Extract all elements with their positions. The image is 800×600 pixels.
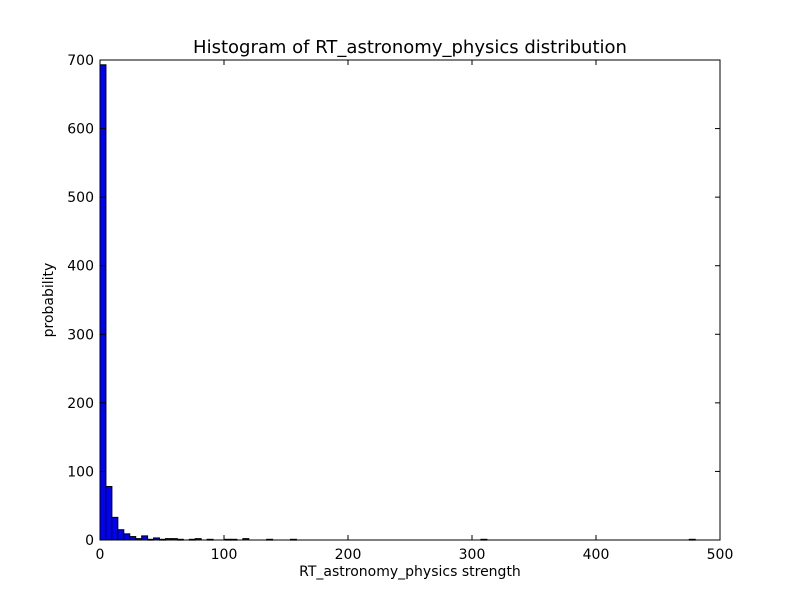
histogram-bar [117, 529, 125, 541]
histogram-bars [99, 64, 696, 541]
y-tick-label: 600 [67, 122, 94, 138]
y-tick-label: 400 [67, 259, 94, 275]
histogram-bar [129, 536, 137, 541]
x-tick-label: 300 [459, 547, 486, 563]
y-axis-label: probability [41, 263, 57, 338]
x-tick-label: 500 [707, 547, 734, 563]
histogram-bar [141, 535, 149, 541]
histogram-bar [99, 64, 107, 541]
y-tick-label: 500 [67, 190, 94, 206]
x-tick-label: 400 [583, 547, 610, 563]
chart-title: Histogram of RT_astronomy_physics distri… [193, 37, 627, 58]
y-tick-label: 700 [67, 53, 94, 69]
histogram-bar [123, 533, 131, 541]
axis-ticks: 0 100 200 300 400 500 0 100 200 300 400 500 600 700 [67, 53, 733, 563]
x-axis-label: RT_astronomy_physics strength [299, 564, 521, 580]
y-tick-label: 300 [67, 327, 94, 343]
histogram-bar [105, 486, 113, 541]
y-tick-label: 100 [67, 464, 94, 480]
plot-frame [99, 59, 721, 541]
x-tick-label: 200 [335, 547, 362, 563]
x-tick-label: 100 [211, 547, 238, 563]
histogram-bar [111, 516, 119, 541]
x-tick-label: 0 [96, 547, 105, 563]
y-tick-label: 0 [85, 533, 94, 549]
y-tick-label: 200 [67, 396, 94, 412]
